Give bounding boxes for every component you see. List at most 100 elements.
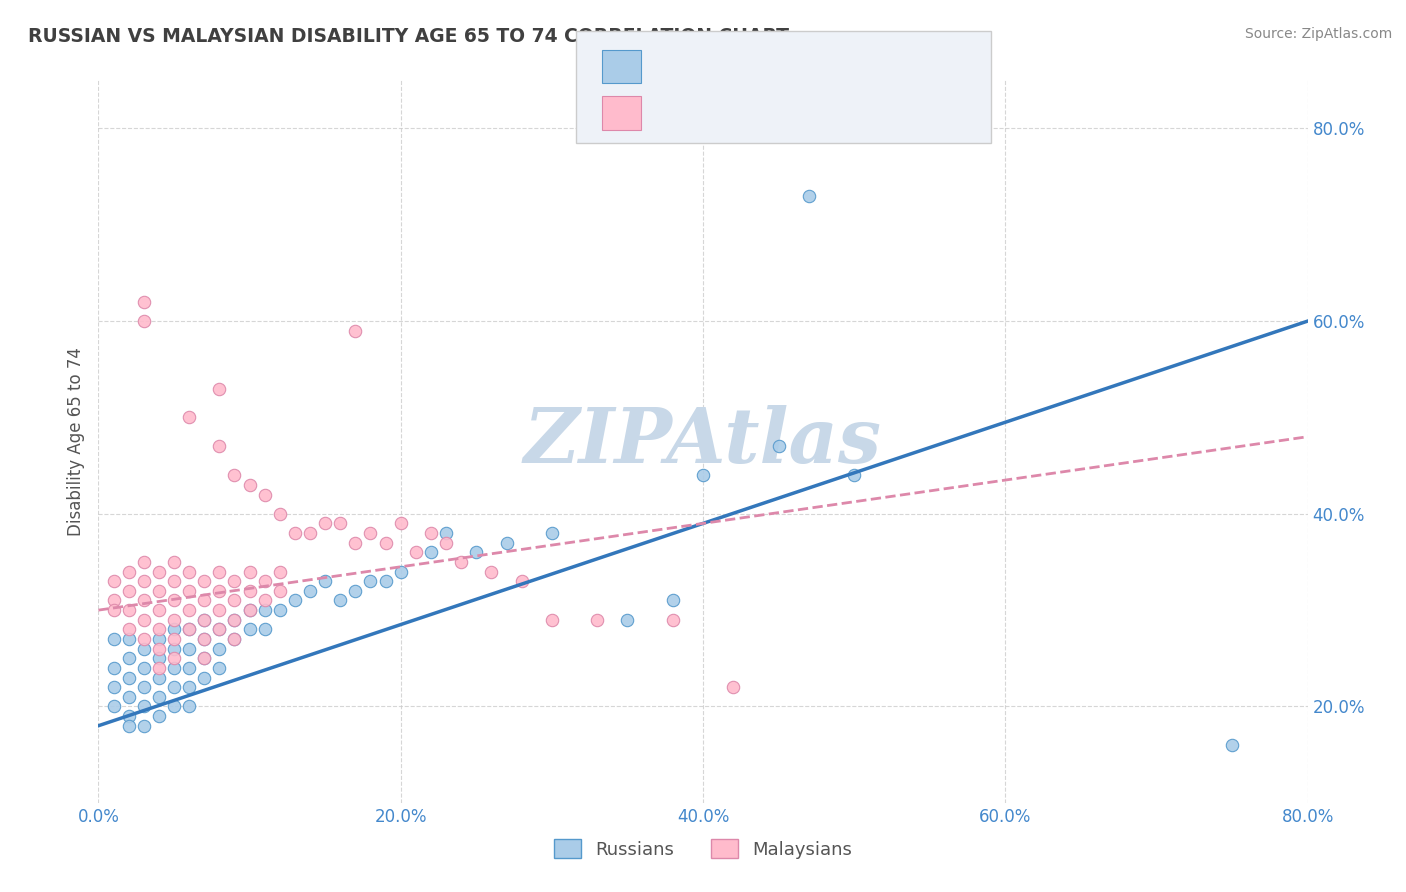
Point [434, 535, 457, 549]
Point [540, 613, 562, 627]
Point [465, 545, 488, 559]
Point [193, 574, 215, 589]
Point [253, 623, 276, 637]
Point [224, 593, 246, 607]
Point [103, 699, 125, 714]
Point [193, 613, 215, 627]
Point [540, 526, 562, 541]
Point [481, 565, 503, 579]
Point [224, 632, 246, 646]
Text: 64: 64 [796, 57, 821, 76]
Point [692, 468, 714, 483]
Point [420, 526, 443, 541]
Point [148, 671, 170, 685]
Point [239, 603, 262, 617]
Point [179, 623, 201, 637]
Point [329, 516, 352, 531]
Point [360, 574, 382, 589]
Point [132, 555, 155, 569]
Point [132, 294, 155, 309]
Point [179, 583, 201, 598]
Text: R =: R = [655, 103, 695, 121]
Text: N =: N = [765, 103, 804, 121]
Point [224, 574, 246, 589]
Point [661, 593, 683, 607]
Point [118, 632, 141, 646]
Point [132, 574, 155, 589]
Text: N =: N = [765, 57, 804, 76]
Point [179, 641, 201, 656]
Point [253, 603, 276, 617]
Point [374, 574, 396, 589]
Point [208, 583, 231, 598]
Point [193, 593, 215, 607]
Point [344, 583, 367, 598]
Text: RUSSIAN VS MALAYSIAN DISABILITY AGE 65 TO 74 CORRELATION CHART: RUSSIAN VS MALAYSIAN DISABILITY AGE 65 T… [28, 27, 789, 45]
Point [661, 613, 683, 627]
Point [284, 593, 307, 607]
Point [344, 535, 367, 549]
Point [103, 680, 125, 694]
Point [148, 603, 170, 617]
Point [163, 680, 186, 694]
Point [193, 613, 215, 627]
Point [132, 632, 155, 646]
Point [208, 603, 231, 617]
Point [132, 719, 155, 733]
Point [179, 565, 201, 579]
Point [103, 603, 125, 617]
Point [208, 641, 231, 656]
Point [269, 565, 291, 579]
Point [132, 641, 155, 656]
Point [118, 709, 141, 723]
Point [208, 439, 231, 453]
Point [239, 603, 262, 617]
Point [374, 535, 396, 549]
Point [103, 574, 125, 589]
Point [163, 651, 186, 665]
Point [148, 661, 170, 675]
Point [132, 613, 155, 627]
Point [239, 565, 262, 579]
Point [118, 623, 141, 637]
Point [768, 439, 790, 453]
Point [253, 574, 276, 589]
Point [450, 555, 472, 569]
Point [208, 623, 231, 637]
Point [103, 632, 125, 646]
Point [179, 680, 201, 694]
Point [148, 690, 170, 704]
Point [208, 565, 231, 579]
Point [389, 565, 412, 579]
Point [208, 661, 231, 675]
Point [148, 632, 170, 646]
Point [179, 699, 201, 714]
Point [163, 613, 186, 627]
Point [616, 613, 638, 627]
Point [179, 623, 201, 637]
Point [163, 661, 186, 675]
Point [224, 468, 246, 483]
Point [118, 671, 141, 685]
Point [193, 651, 215, 665]
Point [314, 574, 336, 589]
Point [148, 623, 170, 637]
Text: 0.092: 0.092 [686, 103, 742, 121]
Point [103, 593, 125, 607]
Point [132, 680, 155, 694]
Point [844, 468, 866, 483]
Point [239, 478, 262, 492]
Text: Source: ZipAtlas.com: Source: ZipAtlas.com [1244, 27, 1392, 41]
Point [132, 661, 155, 675]
Point [163, 593, 186, 607]
Point [360, 526, 382, 541]
Y-axis label: Disability Age 65 to 74: Disability Age 65 to 74 [66, 347, 84, 536]
Text: R =: R = [655, 57, 695, 76]
Point [253, 487, 276, 501]
Point [329, 593, 352, 607]
Point [723, 680, 745, 694]
Point [193, 632, 215, 646]
Point [1220, 738, 1243, 752]
Point [239, 623, 262, 637]
Point [224, 613, 246, 627]
